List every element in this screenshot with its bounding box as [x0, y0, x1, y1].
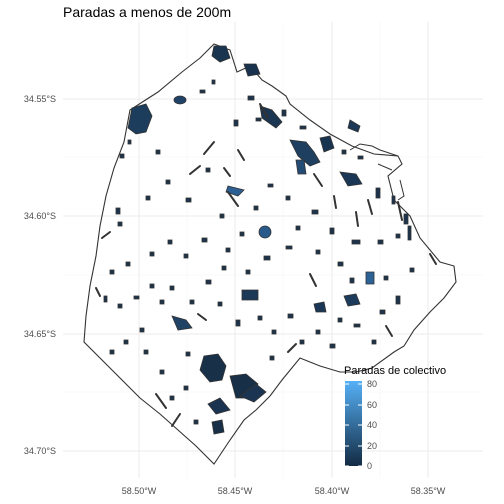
lat-tick: 34.70°S	[24, 446, 56, 456]
port-outline	[349, 143, 405, 201]
zone-palermo	[211, 45, 231, 63]
lat-axis: 34.55°S 34.60°S 34.65°S 34.70°S	[24, 94, 56, 456]
zone-pompeya	[343, 293, 361, 307]
zone-barracas	[365, 271, 375, 285]
zone-soldati	[211, 419, 225, 435]
lon-axis: 58.50°W 58.45°W 58.40°W 58.35°W	[122, 486, 446, 496]
zone-costanera-a	[243, 63, 261, 77]
legend-colorbar	[345, 381, 362, 466]
zone-centro	[319, 135, 335, 153]
legend-tick: 40	[367, 420, 377, 430]
stop-street-segments	[95, 103, 437, 427]
lon-tick: 58.45°W	[218, 486, 253, 496]
lat-tick: 34.60°S	[24, 211, 56, 221]
lon-tick: 58.35°W	[411, 486, 446, 496]
city-outline	[83, 43, 457, 465]
legend-title: Paradas de colectivo	[344, 365, 446, 377]
zone-lake	[173, 95, 187, 105]
stop-zones	[103, 45, 415, 435]
zone-diag	[225, 185, 245, 197]
legend-tick: 60	[367, 400, 377, 410]
legend-tick: 20	[367, 441, 377, 451]
zone-costanera-b	[347, 119, 361, 133]
lon-tick: 58.40°W	[315, 486, 350, 496]
zone-boca	[313, 301, 327, 313]
zone-lugano-b	[207, 397, 231, 415]
graticule	[63, 22, 483, 478]
zone-plaza-once	[258, 225, 272, 239]
zone-ferro	[171, 315, 193, 331]
zone-san-telmo	[339, 171, 363, 187]
lat-tick: 34.55°S	[24, 94, 56, 104]
zone-parque-norte	[127, 103, 153, 135]
legend: Paradas de colectivo 80 60 40 20 0	[344, 365, 446, 471]
zone-retiro	[289, 139, 321, 167]
legend-tick: 80	[367, 379, 377, 389]
legend-tick: 0	[367, 461, 372, 471]
lat-tick: 34.65°S	[24, 329, 56, 339]
zone-recoleta	[259, 105, 283, 129]
map-title: Paradas a menos de 200m	[63, 4, 232, 20]
zone-mataderos-a	[199, 353, 227, 383]
lon-tick: 58.50°W	[122, 486, 157, 496]
zone-madero	[295, 159, 307, 175]
zone-lugano-a	[239, 383, 267, 403]
zone-parque-avellaneda	[241, 289, 259, 301]
